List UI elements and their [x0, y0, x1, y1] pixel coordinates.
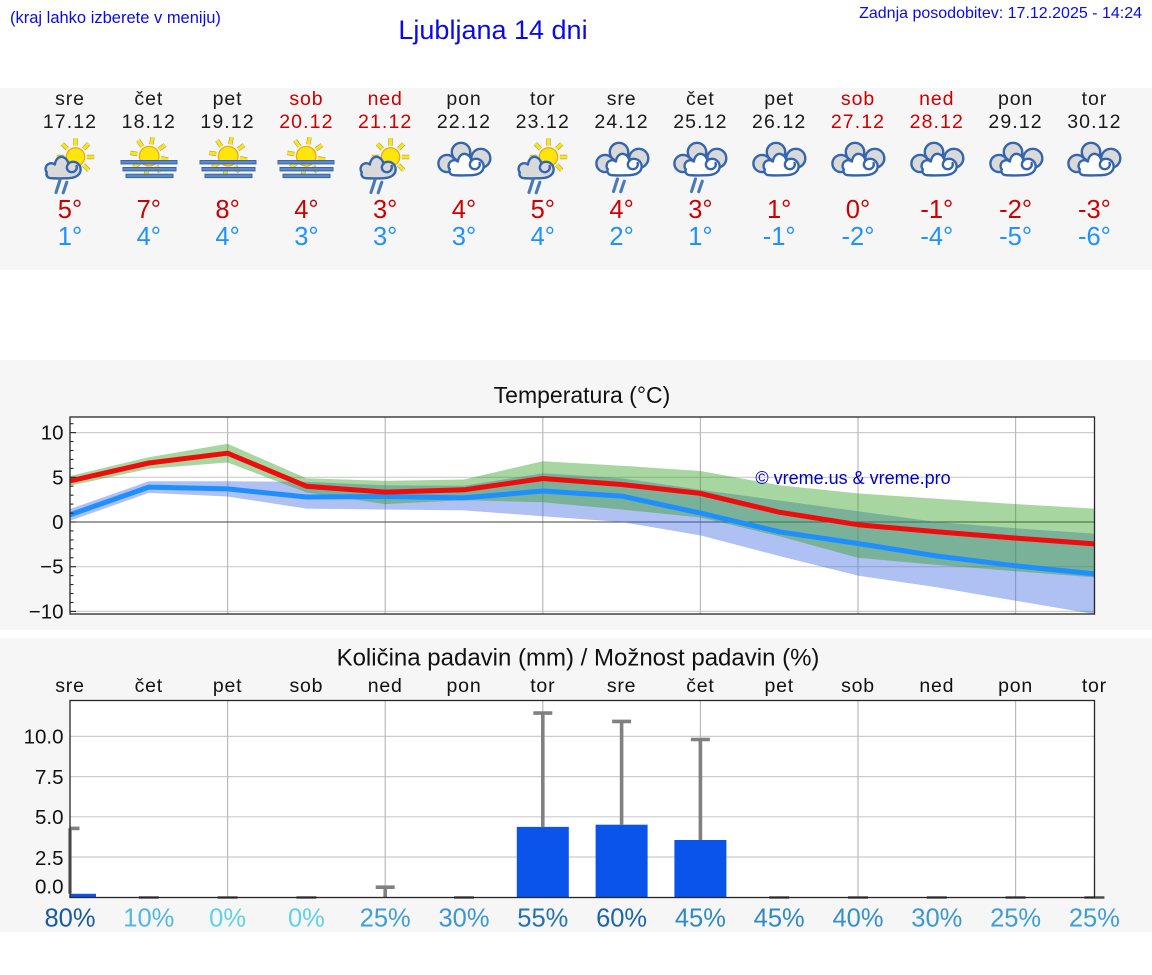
svg-text:čet: čet	[686, 675, 714, 697]
svg-text:40%: 40%	[832, 905, 883, 933]
svg-text:© vreme.us & vreme.pro: © vreme.us & vreme.pro	[755, 468, 950, 488]
svg-text:2.5: 2.5	[35, 847, 64, 870]
svg-text:pon: pon	[447, 675, 482, 697]
svg-text:sre: sre	[55, 675, 85, 697]
svg-text:pon: pon	[998, 675, 1033, 697]
svg-text:30%: 30%	[911, 905, 962, 933]
svg-text:25%: 25%	[990, 905, 1041, 933]
svg-text:45%: 45%	[675, 905, 726, 933]
svg-text:tor: tor	[1082, 675, 1107, 697]
svg-text:10.0: 10.0	[24, 726, 64, 749]
svg-text:sob: sob	[289, 675, 323, 697]
svg-text:5.0: 5.0	[35, 806, 64, 829]
svg-text:0%: 0%	[209, 905, 246, 933]
svg-text:10%: 10%	[123, 905, 174, 933]
svg-text:pet: pet	[213, 675, 243, 697]
svg-text:pet: pet	[764, 675, 794, 697]
svg-text:80%: 80%	[44, 905, 95, 933]
svg-text:0: 0	[52, 511, 63, 534]
svg-text:45%: 45%	[754, 905, 805, 933]
svg-text:−10: −10	[29, 600, 64, 623]
svg-text:0.0: 0.0	[35, 876, 64, 899]
svg-text:sob: sob	[841, 675, 875, 697]
svg-text:čet: čet	[135, 675, 163, 697]
svg-text:−5: −5	[40, 556, 63, 579]
svg-text:55%: 55%	[517, 905, 568, 933]
svg-text:5: 5	[52, 466, 63, 489]
svg-text:0%: 0%	[288, 905, 325, 933]
svg-text:25%: 25%	[360, 905, 411, 933]
svg-text:7.5: 7.5	[35, 766, 64, 789]
svg-text:tor: tor	[530, 675, 555, 697]
svg-text:ned: ned	[919, 675, 954, 697]
svg-text:60%: 60%	[596, 905, 647, 933]
svg-text:Količina padavin (mm) / Možnos: Količina padavin (mm) / Možnost padavin …	[337, 645, 820, 672]
svg-text:30%: 30%	[438, 905, 489, 933]
svg-text:Temperatura (°C): Temperatura (°C)	[494, 382, 671, 408]
svg-text:ned: ned	[368, 675, 403, 697]
svg-text:10: 10	[41, 422, 64, 445]
svg-text:sre: sre	[607, 675, 637, 697]
svg-text:25%: 25%	[1069, 905, 1120, 933]
